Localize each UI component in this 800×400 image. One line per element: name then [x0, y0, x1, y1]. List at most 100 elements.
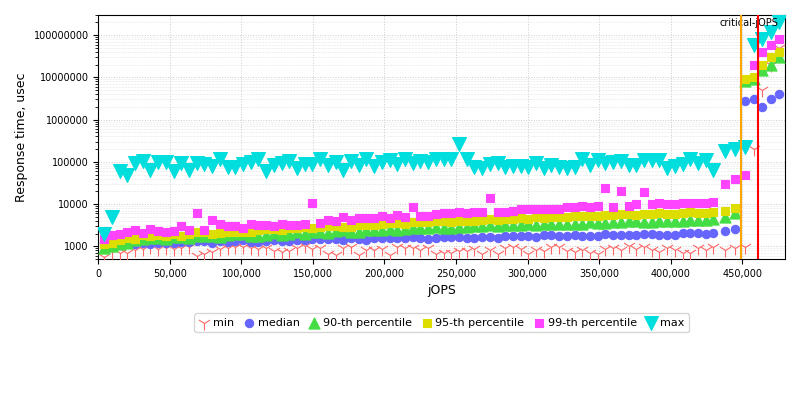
min [337, 244, 350, 251]
median [360, 237, 373, 243]
max [290, 165, 303, 172]
median [113, 242, 126, 248]
90-th percentile [430, 224, 442, 230]
95-th percentile [198, 229, 210, 236]
min [599, 246, 612, 252]
min [692, 245, 705, 251]
max [159, 159, 172, 166]
median [538, 232, 550, 238]
99-th percentile [360, 215, 373, 221]
95-th percentile [252, 227, 265, 233]
median [106, 241, 118, 247]
max [406, 159, 419, 166]
max [614, 158, 627, 164]
99-th percentile [352, 214, 365, 221]
99-th percentile [614, 188, 627, 194]
99-th percentile [483, 195, 496, 201]
90-th percentile [260, 232, 273, 238]
99-th percentile [283, 222, 296, 228]
min [607, 244, 620, 251]
99-th percentile [661, 201, 674, 207]
95-th percentile [718, 207, 731, 214]
90-th percentile [614, 219, 627, 225]
median [136, 240, 149, 247]
min [561, 248, 574, 255]
95-th percentile [368, 222, 381, 228]
min [290, 245, 303, 252]
max [764, 29, 777, 35]
99-th percentile [764, 41, 777, 48]
min [453, 248, 466, 254]
99-th percentile [152, 227, 165, 234]
min [646, 247, 658, 254]
95-th percentile [275, 226, 288, 233]
90-th percentile [159, 236, 172, 242]
99-th percentile [322, 217, 334, 223]
90-th percentile [692, 217, 705, 224]
95-th percentile [352, 222, 365, 228]
min [136, 246, 149, 253]
99-th percentile [773, 36, 786, 42]
95-th percentile [182, 230, 195, 237]
max [391, 161, 404, 167]
max [773, 19, 786, 26]
max [506, 163, 519, 170]
max [653, 157, 666, 163]
90-th percentile [322, 230, 334, 236]
99-th percentile [98, 236, 110, 242]
min [729, 245, 742, 251]
min [106, 249, 118, 255]
90-th percentile [182, 235, 195, 242]
max [252, 156, 265, 162]
min [237, 243, 250, 250]
min [468, 245, 481, 252]
90-th percentile [129, 236, 142, 243]
max [244, 159, 257, 165]
95-th percentile [538, 214, 550, 221]
99-th percentile [430, 210, 442, 217]
max [676, 161, 689, 167]
max [121, 171, 134, 178]
min [476, 250, 489, 257]
max [422, 158, 434, 165]
95-th percentile [306, 225, 318, 232]
max [491, 160, 504, 166]
max [237, 160, 250, 167]
min [622, 243, 635, 250]
95-th percentile [756, 62, 769, 68]
99-th percentile [190, 209, 203, 216]
95-th percentile [545, 214, 558, 220]
90-th percentile [275, 231, 288, 238]
90-th percentile [267, 229, 280, 236]
min [391, 244, 404, 250]
90-th percentile [661, 218, 674, 224]
max [530, 160, 542, 166]
90-th percentile [337, 227, 350, 234]
median [144, 241, 157, 247]
95-th percentile [491, 216, 504, 223]
min [121, 250, 134, 256]
max [414, 158, 426, 164]
min [306, 246, 318, 252]
median [568, 232, 581, 238]
95-th percentile [553, 214, 566, 221]
median [152, 240, 165, 247]
median [499, 233, 512, 240]
min [437, 250, 450, 256]
95-th percentile [522, 216, 534, 222]
min [159, 245, 172, 251]
95-th percentile [499, 216, 512, 222]
95-th percentile [206, 230, 218, 237]
max [345, 158, 358, 164]
90-th percentile [283, 231, 296, 237]
99-th percentile [121, 228, 134, 235]
95-th percentile [237, 228, 250, 235]
min [260, 245, 273, 252]
99-th percentile [522, 206, 534, 212]
min [360, 247, 373, 254]
90-th percentile [530, 222, 542, 228]
max [375, 158, 388, 165]
90-th percentile [175, 234, 188, 240]
90-th percentile [538, 220, 550, 227]
max [98, 230, 110, 237]
